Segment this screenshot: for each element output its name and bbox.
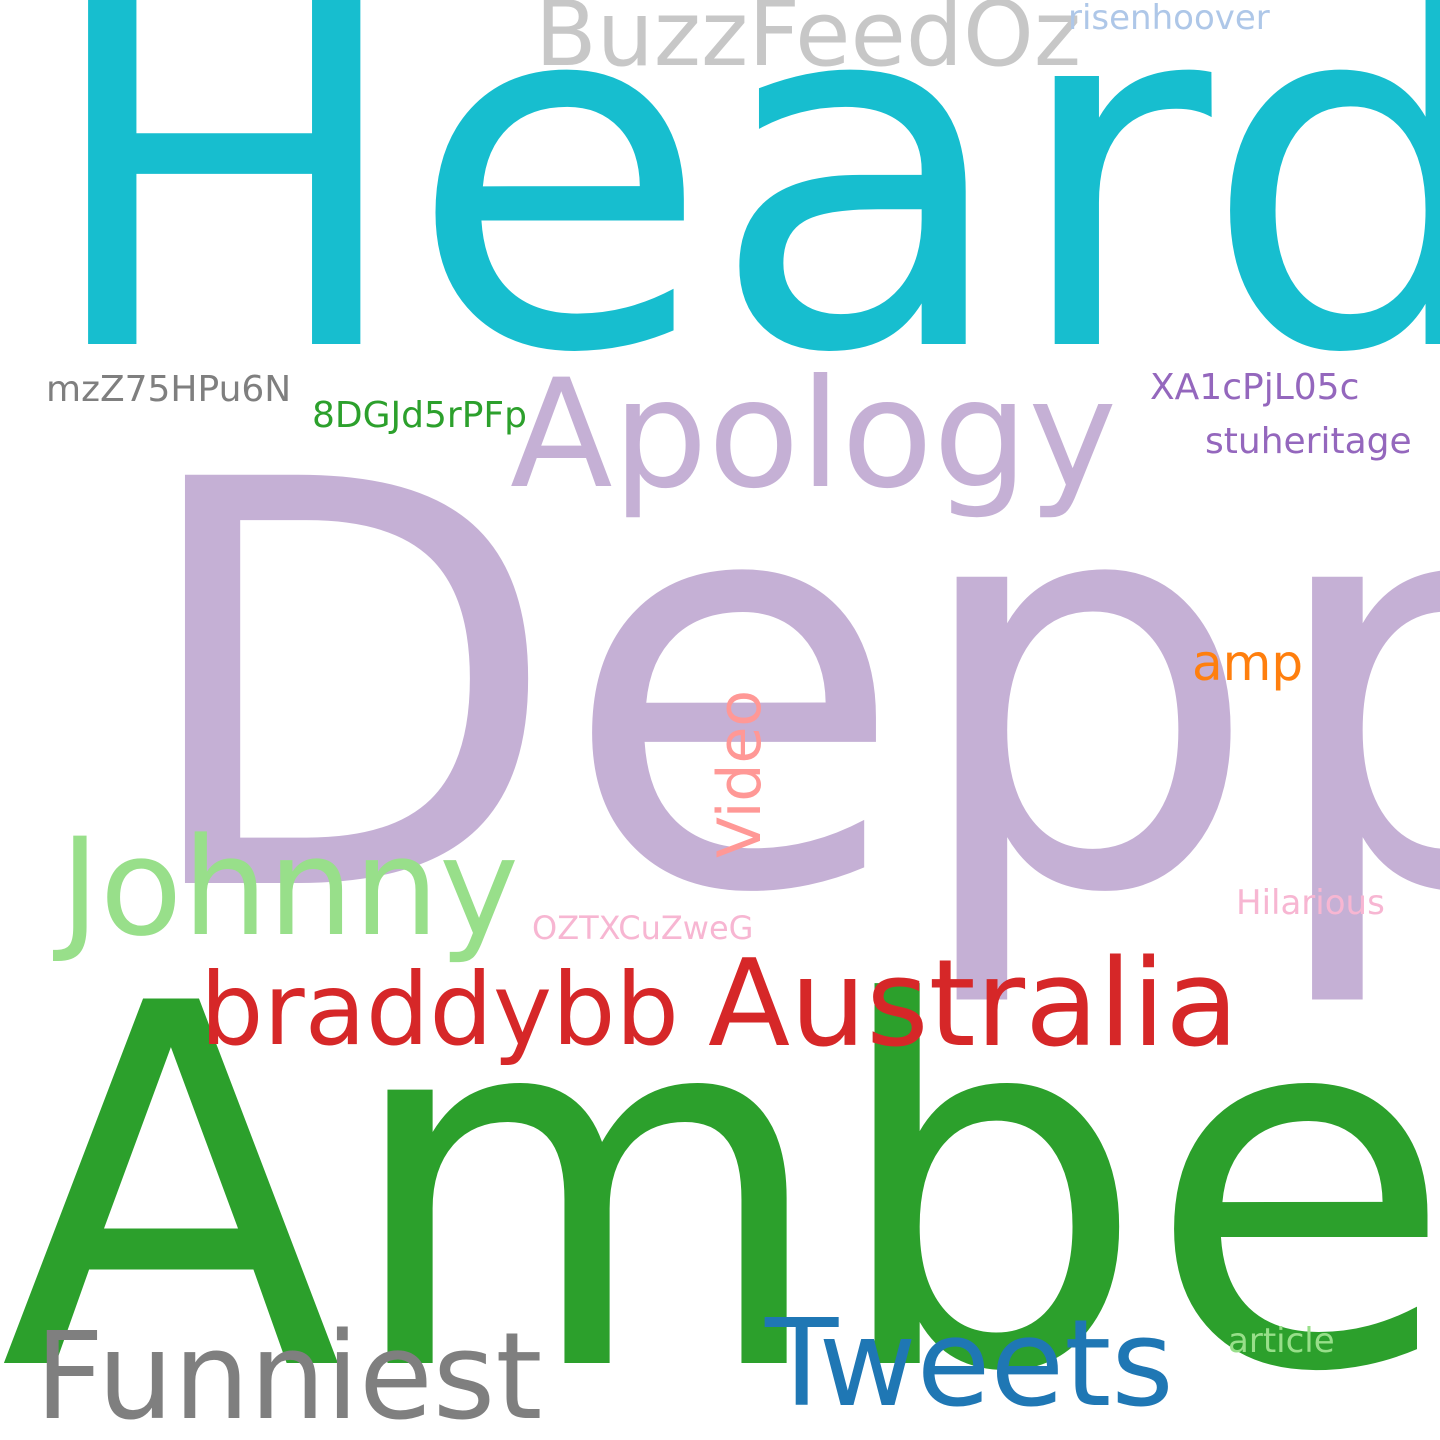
word-australia: Australia bbox=[708, 935, 1239, 1074]
word-stuheritage: stuheritage bbox=[1205, 421, 1412, 462]
word-depp: Depp bbox=[130, 364, 1440, 1016]
word-funniest: Funniest bbox=[35, 1308, 543, 1440]
word-buzzfeedoz: BuzzFeedOz bbox=[535, 0, 1082, 87]
word-hilarious: Hilarious bbox=[1236, 883, 1385, 923]
word-heard: Heard bbox=[40, 0, 1440, 460]
word-8dgjd5rpfp: 8DGJd5rPFp bbox=[312, 395, 527, 436]
word-amber: Amber bbox=[0, 899, 1440, 1440]
word-video: Video bbox=[705, 689, 775, 858]
word-article: article bbox=[1228, 1321, 1335, 1361]
word-xa1cpjl05c: XA1cPjL05c bbox=[1150, 367, 1360, 408]
word-johnny: Johnny bbox=[60, 809, 519, 966]
word-braddybb: braddybb bbox=[200, 951, 679, 1068]
word-risenhoover: risenhoover bbox=[1068, 0, 1270, 38]
word-mzz75hpu6n: mzZ75HPu6N bbox=[46, 369, 292, 410]
word-tweets: Tweets bbox=[765, 1295, 1174, 1434]
word-amp: amp bbox=[1192, 634, 1304, 692]
word-oztxcuzweg: OZTXCuZweG bbox=[532, 909, 754, 947]
word-apology: Apology bbox=[510, 348, 1118, 522]
